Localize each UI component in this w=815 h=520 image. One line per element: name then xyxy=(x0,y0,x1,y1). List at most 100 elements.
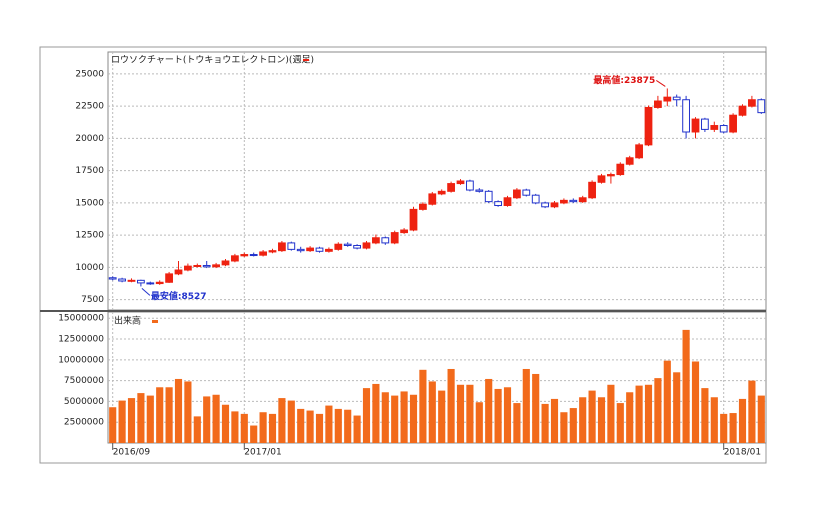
bar xyxy=(315,413,324,443)
candle-body xyxy=(513,189,521,199)
bar xyxy=(137,393,145,443)
candle-body xyxy=(541,202,549,208)
bar xyxy=(475,402,483,443)
bar xyxy=(109,407,117,443)
candle-body xyxy=(155,281,164,285)
candle-body xyxy=(165,273,173,283)
bar xyxy=(362,388,371,443)
bar xyxy=(184,381,192,443)
bar xyxy=(513,403,521,443)
y-tick-label: 17500 xyxy=(75,166,104,176)
annotation-arrow xyxy=(141,288,151,296)
bar xyxy=(691,361,700,443)
y-tick-label: 20000 xyxy=(75,134,104,144)
y-tick-label: 10000 xyxy=(75,263,104,273)
candle-body xyxy=(729,114,737,133)
bar xyxy=(391,395,399,443)
candle-body xyxy=(522,189,531,196)
bar xyxy=(588,390,596,443)
candle-body xyxy=(249,254,258,257)
candle-body xyxy=(672,96,681,101)
bar xyxy=(325,405,333,443)
bar xyxy=(278,398,286,443)
bar xyxy=(701,388,709,443)
candle-body xyxy=(503,197,512,207)
candle-body xyxy=(625,157,634,165)
candle-body xyxy=(296,248,305,252)
candle-body xyxy=(278,242,286,252)
bar xyxy=(644,384,653,443)
candle-body xyxy=(691,118,700,133)
annotation: 最安値:8527 xyxy=(151,290,207,302)
bar xyxy=(174,378,183,443)
candle-body xyxy=(409,208,418,231)
candle-body xyxy=(738,105,747,116)
bar xyxy=(334,408,342,443)
candle-body xyxy=(607,174,615,177)
bar xyxy=(118,400,126,443)
y-tick-label: 2500000 xyxy=(64,418,104,428)
bar xyxy=(240,413,248,443)
candle-body xyxy=(484,190,493,203)
candle-body xyxy=(306,247,314,252)
candle-body xyxy=(174,269,183,275)
bar xyxy=(212,394,220,443)
candle-body xyxy=(127,279,136,282)
bar xyxy=(221,404,230,443)
bar xyxy=(400,391,408,443)
legend-swatch xyxy=(152,320,158,323)
bar xyxy=(372,383,380,443)
candle-body xyxy=(437,190,446,195)
candle-body xyxy=(757,99,766,114)
bar xyxy=(541,403,549,443)
bar xyxy=(344,409,352,443)
bar xyxy=(156,387,164,443)
candle-body xyxy=(719,125,728,133)
y-tick-label: 7500 xyxy=(81,295,104,305)
candle-body xyxy=(475,189,484,192)
candle-body xyxy=(372,237,380,244)
bar xyxy=(635,385,643,443)
panel-title: 出来高 xyxy=(114,315,141,327)
bar xyxy=(203,396,211,443)
y-tick-label: 25000 xyxy=(75,69,104,79)
y-tick-label: 10000000 xyxy=(58,355,104,365)
bar xyxy=(569,408,577,443)
bar xyxy=(560,412,568,443)
y-tick-label: 12500 xyxy=(75,231,104,241)
y-tick-label: 7500000 xyxy=(64,376,104,386)
candle-body xyxy=(353,245,361,249)
bar xyxy=(306,410,314,443)
candle-body xyxy=(268,250,277,253)
bar xyxy=(626,392,634,443)
bar xyxy=(607,384,615,443)
bar xyxy=(456,384,465,443)
candle-body xyxy=(221,260,230,266)
candle-body xyxy=(616,163,625,176)
candle-body xyxy=(560,199,568,204)
candle-body xyxy=(193,264,202,267)
bar xyxy=(720,413,728,443)
bar xyxy=(550,398,559,443)
candle-body xyxy=(682,99,690,133)
candle-body xyxy=(390,232,399,244)
candle-body xyxy=(202,264,211,268)
x-tick-label: 2016/09 xyxy=(113,448,151,458)
legend-swatch xyxy=(303,59,309,61)
bar xyxy=(146,395,154,443)
candle-body xyxy=(663,96,672,102)
bar xyxy=(419,369,427,443)
candle-body xyxy=(635,144,643,159)
bar xyxy=(165,387,173,443)
bar xyxy=(193,416,201,443)
bar xyxy=(597,397,606,443)
bar xyxy=(466,384,474,443)
bar xyxy=(532,373,540,443)
y-tick-label: 5000000 xyxy=(64,397,104,407)
candle-body xyxy=(569,199,578,203)
candle-body xyxy=(550,202,559,208)
bar xyxy=(503,387,512,443)
candle-body xyxy=(240,254,249,257)
bar xyxy=(259,412,267,443)
